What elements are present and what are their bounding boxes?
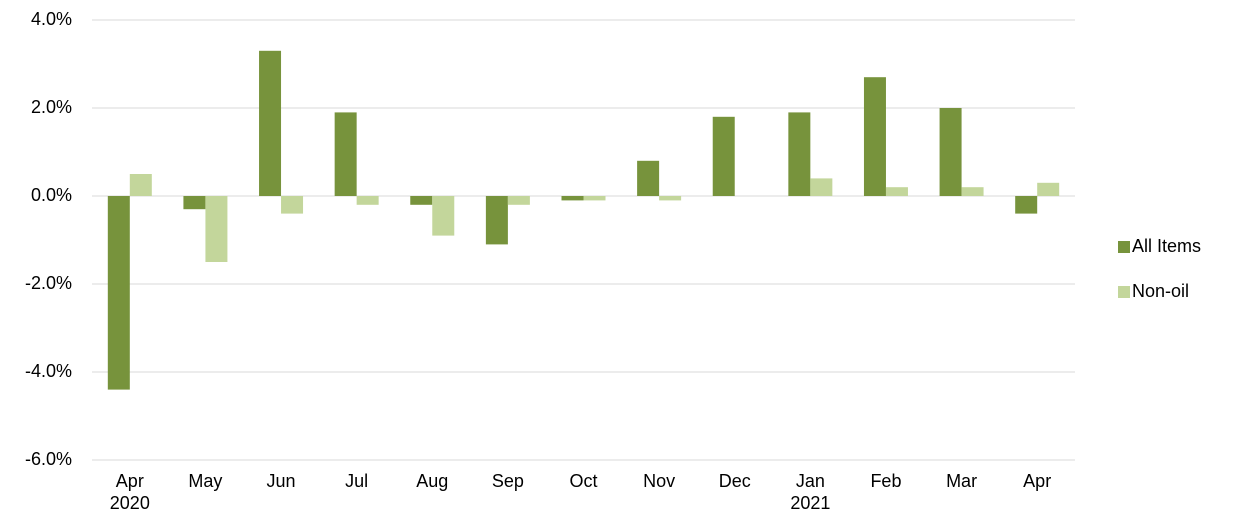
legend-label: Non-oil [1132,281,1189,301]
bar [961,187,984,196]
y-tick-label: -4.0% [25,361,72,381]
x-tick-label: Jun [267,471,296,491]
x-tick-label: Apr [1023,471,1051,491]
bar [107,196,130,390]
y-tick-label: 2.0% [31,97,72,117]
bar [1037,182,1060,196]
bar [485,196,508,245]
x-tick-label: Sep [492,471,524,491]
x-tick-label: Oct [569,471,597,491]
bar [810,178,833,196]
bar [410,196,433,205]
x-tick-label: May [188,471,222,491]
x-tick-label: Dec [719,471,751,491]
x-tick-label: Aug [416,471,448,491]
x-tick-label: Mar [946,471,977,491]
legend-swatch [1118,241,1130,253]
bar [259,50,282,196]
bar [281,196,304,214]
bar [863,77,886,196]
bar [659,196,682,201]
bar [334,112,357,196]
bar [129,174,152,196]
y-tick-label: 4.0% [31,9,72,29]
x-tick-label: Jan 2021 [790,471,830,513]
legend-label: All Items [1132,236,1201,256]
bar [712,116,735,196]
y-tick-label: -6.0% [25,449,72,469]
x-tick-label: Apr 2020 [110,471,150,513]
x-tick-label: Feb [870,471,901,491]
bar [939,108,962,196]
bar [432,196,455,236]
bar [205,196,228,262]
legend-swatch [1118,286,1130,298]
bar [507,196,530,205]
bar [885,187,908,196]
bar [183,196,206,210]
bar [583,196,606,201]
bar [356,196,379,205]
bar [1015,196,1038,214]
bar [788,112,811,196]
y-tick-label: 0.0% [31,185,72,205]
bar [637,160,660,196]
y-tick-label: -2.0% [25,273,72,293]
bar [561,196,584,201]
x-tick-label: Jul [345,471,368,491]
x-tick-label: Nov [643,471,675,491]
